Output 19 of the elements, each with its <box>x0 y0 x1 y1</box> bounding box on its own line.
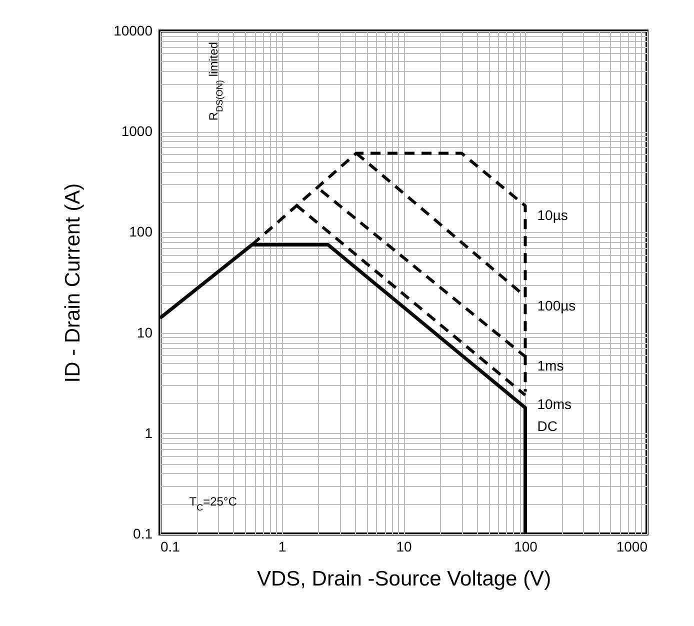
y-tick-label: 1 <box>144 424 153 441</box>
y-tick-label: 10000 <box>114 22 153 38</box>
y-tick-label: 0.1 <box>133 526 153 542</box>
annotation: T$_{C}$=25°C <box>189 494 238 512</box>
series-label: 10µs <box>537 206 568 223</box>
y-axis-title: ID - Drain Current (A) <box>62 183 85 383</box>
x-tick-label: 0.1 <box>160 538 180 554</box>
x-tick-label: 100 <box>514 538 538 554</box>
series-label: 1ms <box>537 358 564 374</box>
y-tick-label: 100 <box>129 224 153 240</box>
x-tick-label: 10 <box>396 538 412 554</box>
series-label: DC <box>537 418 558 434</box>
y-tick-label: 1000 <box>121 123 153 140</box>
y-tick-label: 10 <box>136 324 153 340</box>
series-label: 100µs <box>537 297 576 314</box>
series-label: 10ms <box>537 396 572 412</box>
x-tick-label: 1 <box>278 538 286 554</box>
x-axis-title: VDS, Drain -Source Voltage (V) <box>256 568 552 590</box>
x-tick-label: 1000 <box>616 538 648 554</box>
